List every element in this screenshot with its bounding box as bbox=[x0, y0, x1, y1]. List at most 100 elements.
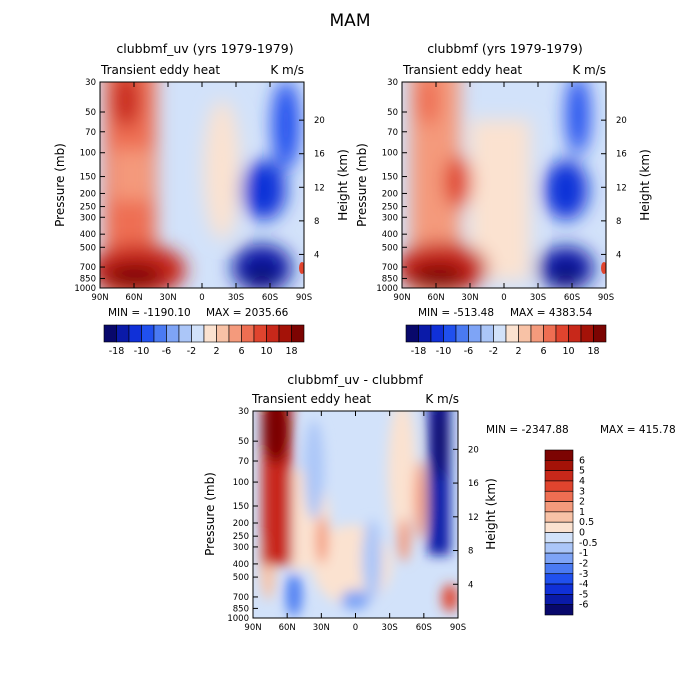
panel-2-axes: 90N 60N 30N 0 30S 60S 90S 30 50 70 100 150 200 250300… bbox=[376, 78, 626, 303]
colorbar-label: 0.5 bbox=[579, 517, 594, 528]
colorbar-swatch bbox=[153, 324, 167, 343]
colorbar-swatch bbox=[543, 324, 557, 343]
panel-2-colorbar: -18 -10 -6 -2 2 6 10 18 bbox=[405, 324, 607, 357]
colorbar-swatch bbox=[555, 324, 569, 343]
y-tick-label: 1000 bbox=[74, 284, 96, 294]
y-tick-label: 1000 bbox=[227, 614, 249, 624]
colorbar-swatch bbox=[493, 324, 507, 343]
panel-2: clubbmf (yrs 1979-1979) Transient eddy h… bbox=[355, 41, 652, 357]
y-tick-label: 30 bbox=[238, 407, 249, 417]
y-tick-label: 200 bbox=[382, 189, 398, 199]
y-tick-label: 50 bbox=[85, 108, 96, 118]
colorbar-label: -2 bbox=[579, 558, 588, 569]
panel-1-blobs bbox=[100, 82, 300, 288]
colorbar-label: -18 bbox=[109, 346, 125, 357]
y-tick-label: 70 bbox=[387, 128, 398, 138]
y-tick-label: 100 bbox=[382, 149, 398, 159]
x-tick-label: 60N bbox=[427, 293, 444, 303]
y-tick-label: 30 bbox=[387, 78, 398, 88]
colorbar-label: -2 bbox=[489, 346, 498, 357]
p1-pale-warm bbox=[204, 100, 240, 240]
colorbar-label: 10 bbox=[562, 346, 574, 357]
figure-title: MAM bbox=[330, 11, 371, 31]
colorbar-label: 0 bbox=[579, 528, 585, 539]
panel-2-min-label: MIN = -513.48 bbox=[418, 307, 494, 319]
colorbar-label: 3 bbox=[579, 486, 585, 497]
x-tick-label: 30N bbox=[159, 293, 176, 303]
colorbar-label: 6 bbox=[540, 346, 546, 357]
y-tick-label: 850 bbox=[80, 274, 96, 284]
colorbar-swatch bbox=[468, 324, 482, 343]
x-tick-label: 30S bbox=[382, 623, 398, 633]
y-tick-label: 500 bbox=[382, 243, 398, 253]
panel-1-ylabel: Pressure (mb) bbox=[53, 143, 67, 227]
colorbar-label: -2 bbox=[187, 346, 196, 357]
x-tick-label: 0 bbox=[353, 623, 358, 633]
panel-1-axes: 90N 60N 30N 0 30S 60S 90S 30 50 70 100 150 200 250300… bbox=[74, 78, 324, 303]
colorbar-label: 2 bbox=[579, 497, 585, 508]
colorbar-label: -6 bbox=[579, 600, 588, 611]
colorbar-swatch bbox=[544, 573, 574, 585]
p2-pale-warm bbox=[470, 120, 530, 280]
panel-2-blobs bbox=[402, 82, 594, 288]
x-tick-label: 90N bbox=[393, 293, 410, 303]
p2-warm-top bbox=[416, 82, 440, 126]
colorbar-swatch bbox=[103, 324, 117, 343]
colorbar-swatch bbox=[266, 324, 280, 343]
y-tick-label: 150 bbox=[80, 173, 96, 183]
p1-warm-mid bbox=[112, 150, 152, 200]
y2-tick-label: 16 bbox=[468, 479, 479, 489]
y-tick-label: 250 bbox=[233, 532, 249, 542]
x-tick-label: 30N bbox=[313, 623, 330, 633]
x-tick-label: 60S bbox=[262, 293, 278, 303]
y2-tick-label: 8 bbox=[468, 547, 473, 557]
y2-tick-label: 16 bbox=[616, 150, 627, 160]
colorbar-swatch bbox=[253, 324, 267, 343]
y2-tick-label: 20 bbox=[616, 116, 627, 126]
p3-warm-near-pole bbox=[414, 460, 426, 540]
colorbar-swatch bbox=[544, 552, 574, 564]
p3-cold-streak-2 bbox=[341, 590, 369, 610]
panel-2-ylabel-right: Height (km) bbox=[638, 149, 652, 220]
y-tick-label: 400 bbox=[233, 560, 249, 570]
colorbar-swatch bbox=[544, 563, 574, 575]
colorbar-swatch bbox=[544, 470, 574, 482]
y-tick-label: 50 bbox=[238, 437, 249, 447]
y-tick-label: 1000 bbox=[376, 284, 398, 294]
colorbar-swatch bbox=[544, 532, 574, 544]
colorbar-swatch bbox=[580, 324, 594, 343]
colorbar-swatch bbox=[116, 324, 130, 343]
p2-cold-mid bbox=[544, 160, 588, 220]
y-tick-label: 70 bbox=[238, 457, 249, 467]
colorbar-label: -10 bbox=[134, 346, 150, 357]
y2-tick-label: 16 bbox=[314, 150, 325, 160]
y2-tick-label: 12 bbox=[468, 513, 479, 523]
y-tick-label: 250 bbox=[382, 203, 398, 213]
colorbar-swatch bbox=[505, 324, 519, 343]
colorbar-swatch bbox=[544, 490, 574, 502]
y-tick-label: 30 bbox=[85, 78, 96, 88]
colorbar-swatch bbox=[455, 324, 469, 343]
panel-3-ylabel-right: Height (km) bbox=[484, 478, 498, 549]
y-tick-label: 200 bbox=[80, 189, 96, 199]
y-tick-label: 250 bbox=[80, 203, 96, 213]
x-tick-label: 0 bbox=[501, 293, 506, 303]
panel-2-ylabel: Pressure (mb) bbox=[355, 143, 369, 227]
panel-2-subtitle-right: K m/s bbox=[572, 63, 606, 77]
panel-1-subtitle-left: Transient eddy heat bbox=[100, 63, 220, 77]
panel-2-subtitle-left: Transient eddy heat bbox=[402, 63, 522, 77]
colorbar-swatch bbox=[216, 324, 230, 343]
y-tick-label: 150 bbox=[382, 173, 398, 183]
colorbar-swatch bbox=[178, 324, 192, 343]
panel-3-subtitle-right: K m/s bbox=[425, 392, 459, 406]
p2-cold-upper bbox=[566, 82, 590, 155]
y-tick-label: 300 bbox=[233, 543, 249, 553]
x-tick-label: 90S bbox=[296, 293, 312, 303]
panel-1-max-label: MAX = 2035.66 bbox=[206, 307, 289, 319]
p3-warm-column-core bbox=[262, 411, 290, 464]
colorbar-swatch bbox=[568, 324, 582, 343]
colorbar-swatch bbox=[405, 324, 419, 343]
p3-pale-cold-2 bbox=[362, 520, 382, 600]
colorbar-label: -6 bbox=[464, 346, 473, 357]
colorbar-swatch bbox=[443, 324, 457, 343]
